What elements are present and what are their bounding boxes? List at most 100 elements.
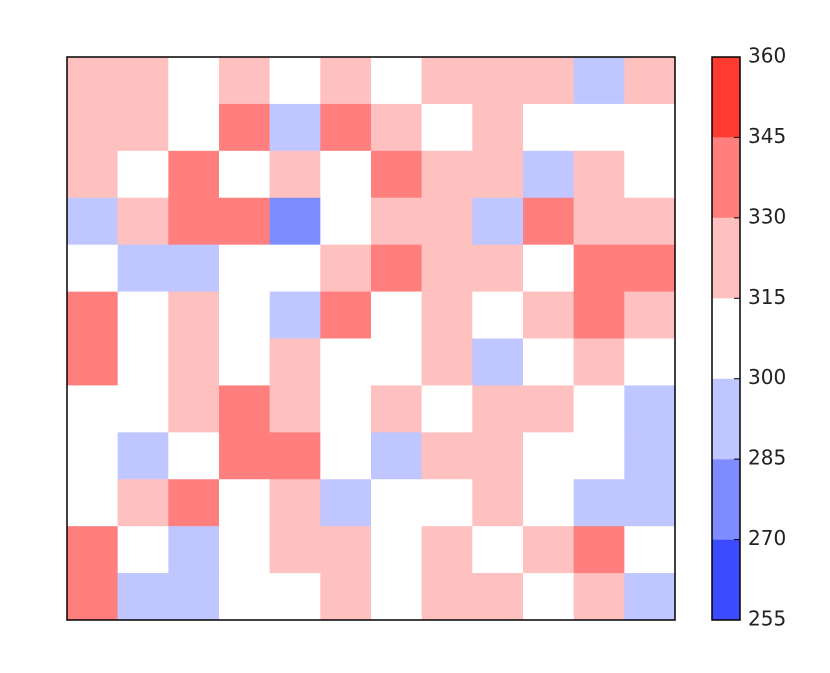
cell: [219, 479, 271, 527]
colorbar-segment: [712, 298, 740, 379]
cell: [168, 432, 220, 480]
cell: [67, 385, 119, 433]
cell: [219, 291, 271, 339]
cell: [219, 103, 271, 152]
cell: [371, 479, 423, 527]
cell: [117, 57, 169, 105]
cell: [371, 150, 423, 199]
cell: [168, 244, 220, 293]
cell: [371, 432, 423, 480]
cell: [67, 432, 119, 480]
cell: [371, 385, 423, 433]
cell: [523, 57, 575, 105]
cell: [573, 57, 625, 105]
cell: [371, 573, 423, 621]
cell: [269, 526, 321, 574]
cell: [421, 150, 473, 199]
cell: [219, 385, 271, 433]
colorbar: 255 270 285 300 315 330 345 360: [712, 44, 786, 631]
cell: [168, 526, 220, 574]
cell: [117, 150, 169, 199]
cell: [117, 103, 169, 152]
cell: [117, 244, 169, 293]
cell: [320, 385, 372, 433]
cell: [523, 338, 575, 386]
cell: [67, 197, 119, 246]
cell: [320, 479, 372, 527]
cell: [624, 526, 676, 574]
colorbar-tick-label: 285: [748, 446, 786, 470]
cell: [421, 432, 473, 480]
cell: [371, 526, 423, 574]
cell: [573, 479, 625, 527]
cell: [573, 573, 625, 621]
colorbar-tick-label: 360: [748, 44, 786, 68]
cell: [117, 573, 169, 621]
cell: [523, 150, 575, 199]
cell: [168, 385, 220, 433]
cell: [168, 103, 220, 152]
cell: [523, 526, 575, 574]
cell: [624, 57, 676, 105]
colorbar-tick-label: 330: [748, 204, 786, 228]
cell: [573, 338, 625, 386]
cell: [168, 150, 220, 199]
cell: [421, 197, 473, 246]
colorbar-segment: [712, 57, 740, 138]
cell: [269, 573, 321, 621]
cell: [117, 479, 169, 527]
cell: [117, 338, 169, 386]
cell: [67, 103, 119, 152]
cell: [523, 103, 575, 152]
cell: [371, 103, 423, 152]
cell: [523, 197, 575, 246]
cell: [117, 385, 169, 433]
cell: [421, 57, 473, 105]
cell: [168, 291, 220, 339]
cell: [421, 573, 473, 621]
cell: [219, 432, 271, 480]
cell: [168, 338, 220, 386]
cell: [320, 291, 372, 339]
cell: [523, 244, 575, 293]
cell: [371, 197, 423, 246]
cell: [269, 150, 321, 199]
cell: [421, 479, 473, 527]
cell: [624, 432, 676, 480]
cell: [421, 244, 473, 293]
cell: [269, 291, 321, 339]
cell: [624, 291, 676, 339]
cell: [269, 432, 321, 480]
cell: [219, 244, 271, 293]
cell: [67, 573, 119, 621]
cell: [573, 432, 625, 480]
cell: [168, 197, 220, 246]
cell: [320, 244, 372, 293]
cell: [472, 573, 524, 621]
cell: [269, 103, 321, 152]
cell: [523, 479, 575, 527]
cell: [624, 573, 676, 621]
cell: [421, 103, 473, 152]
cell: [472, 338, 524, 386]
colorbar-segment: [712, 378, 740, 460]
colorbar-segment: [712, 137, 740, 218]
cell: [320, 526, 372, 574]
plot-area: [67, 57, 676, 621]
cell: [523, 291, 575, 339]
cell: [67, 479, 119, 527]
cell: [371, 291, 423, 339]
cell: [67, 526, 119, 574]
cell: [472, 479, 524, 527]
cell: [472, 197, 524, 246]
colorbar-frame: [711, 56, 741, 621]
cell: [269, 197, 321, 246]
cell: [573, 150, 625, 199]
cell: [219, 197, 271, 246]
colorbar-segment: [712, 217, 740, 299]
cell: [472, 432, 524, 480]
cell: [117, 526, 169, 574]
cell: [67, 338, 119, 386]
cell: [269, 385, 321, 433]
cell: [573, 526, 625, 574]
